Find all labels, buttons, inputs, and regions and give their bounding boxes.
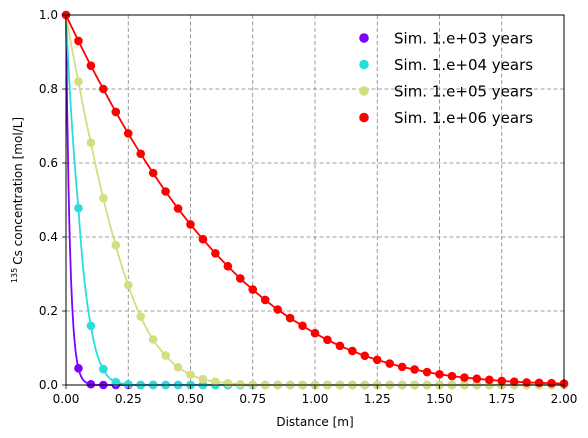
data-point bbox=[123, 129, 133, 138]
data-point bbox=[397, 362, 407, 372]
data-point bbox=[86, 138, 96, 147]
data-point bbox=[385, 359, 395, 368]
data-point bbox=[410, 365, 419, 374]
data-point bbox=[497, 376, 507, 386]
data-point bbox=[285, 313, 295, 323]
data-point bbox=[86, 379, 96, 389]
tick-marks: 0.00 0.25 0.50 0.75 1.00 1.25 1.50 1.75 2.00 0.0 0… bbox=[39, 8, 577, 406]
y-tick-label: 0.2 bbox=[39, 304, 58, 318]
data-point bbox=[273, 305, 282, 314]
data-point bbox=[186, 220, 195, 229]
data-point bbox=[161, 351, 170, 360]
data-point bbox=[310, 328, 320, 338]
data-point bbox=[509, 377, 519, 386]
y-tick-label: 0.0 bbox=[39, 378, 58, 392]
data-point bbox=[447, 371, 457, 381]
series-4 bbox=[61, 10, 569, 388]
legend-label: Sim. 1.e+06 years bbox=[394, 109, 533, 127]
y-axis-label-superscript: 135 bbox=[10, 268, 19, 283]
data-point bbox=[86, 321, 96, 331]
data-point bbox=[148, 168, 158, 178]
data-point bbox=[198, 234, 208, 244]
x-axis-label: Distance [m] bbox=[276, 415, 353, 429]
data-point bbox=[74, 36, 83, 46]
legend-marker bbox=[359, 86, 369, 96]
data-point bbox=[547, 378, 556, 388]
data-point bbox=[136, 149, 145, 159]
data-point bbox=[111, 240, 121, 250]
data-point bbox=[236, 379, 245, 389]
legend-item: Sim. 1.e+04 years bbox=[359, 56, 533, 74]
x-tick-label: 0.00 bbox=[53, 392, 80, 406]
data-point bbox=[111, 377, 121, 387]
legend-label: Sim. 1.e+03 years bbox=[394, 30, 533, 48]
data-point bbox=[260, 295, 270, 305]
data-point bbox=[323, 335, 332, 345]
y-tick-label: 0.6 bbox=[39, 156, 58, 170]
legend-item: Sim. 1.e+05 years bbox=[359, 83, 533, 101]
legend-marker bbox=[359, 112, 369, 123]
legend-marker bbox=[359, 33, 369, 43]
x-tick-label: 1.75 bbox=[488, 392, 515, 406]
data-point bbox=[435, 369, 444, 379]
y-tick-label: 0.4 bbox=[39, 230, 58, 244]
x-tick-label: 1.50 bbox=[426, 392, 453, 406]
data-point bbox=[248, 285, 258, 294]
y-tick-label: 0.8 bbox=[39, 82, 58, 96]
data-point bbox=[173, 204, 183, 213]
legend-item: Sim. 1.e+06 years bbox=[359, 109, 533, 127]
legend-marker bbox=[359, 59, 369, 70]
data-point bbox=[74, 203, 83, 213]
data-point bbox=[472, 374, 482, 384]
data-point bbox=[74, 77, 83, 86]
data-point bbox=[86, 61, 96, 70]
x-tick-label: 1.00 bbox=[302, 392, 329, 406]
data-point bbox=[111, 107, 121, 117]
x-tick-label: 0.75 bbox=[239, 392, 266, 406]
data-point bbox=[136, 312, 145, 321]
data-point bbox=[348, 346, 357, 356]
legend-item: Sim. 1.e+03 years bbox=[359, 30, 533, 48]
data-point bbox=[123, 280, 133, 290]
data-point bbox=[335, 341, 345, 351]
data-point bbox=[99, 364, 108, 374]
x-tick-label: 0.50 bbox=[177, 392, 204, 406]
y-axis-label-text: Cs concentration [mol/L] bbox=[11, 117, 25, 265]
data-point bbox=[173, 362, 183, 372]
data-point bbox=[74, 364, 83, 373]
legend-label: Sim. 1.e+04 years bbox=[394, 56, 533, 74]
data-point bbox=[99, 84, 108, 94]
data-point bbox=[534, 378, 544, 388]
data-point bbox=[148, 335, 158, 344]
data-point bbox=[372, 355, 382, 365]
y-tick-label: 1.0 bbox=[39, 8, 58, 22]
data-point bbox=[211, 377, 220, 386]
x-tick-label: 0.25 bbox=[115, 392, 142, 406]
legend-label: Sim. 1.e+05 years bbox=[394, 83, 533, 101]
data-point bbox=[460, 373, 469, 382]
data-point bbox=[422, 367, 432, 377]
data-point bbox=[161, 187, 170, 196]
data-point bbox=[99, 193, 108, 203]
data-point bbox=[298, 321, 307, 331]
data-point bbox=[223, 261, 233, 271]
data-point bbox=[485, 375, 494, 385]
data-point bbox=[186, 370, 195, 379]
legend: Sim. 1.e+03 years Sim. 1.e+04 years Sim. 1… bbox=[359, 30, 533, 127]
data-point bbox=[211, 248, 220, 258]
data-point bbox=[236, 274, 245, 283]
x-tick-label: 1.25 bbox=[364, 392, 391, 406]
data-point bbox=[198, 374, 208, 384]
x-tick-label: 2.00 bbox=[551, 392, 578, 406]
data-point bbox=[223, 378, 233, 388]
y-axis-label: 135 Cs concentration [mol/L] bbox=[10, 117, 25, 283]
data-point bbox=[123, 379, 133, 389]
data-point bbox=[360, 351, 370, 361]
